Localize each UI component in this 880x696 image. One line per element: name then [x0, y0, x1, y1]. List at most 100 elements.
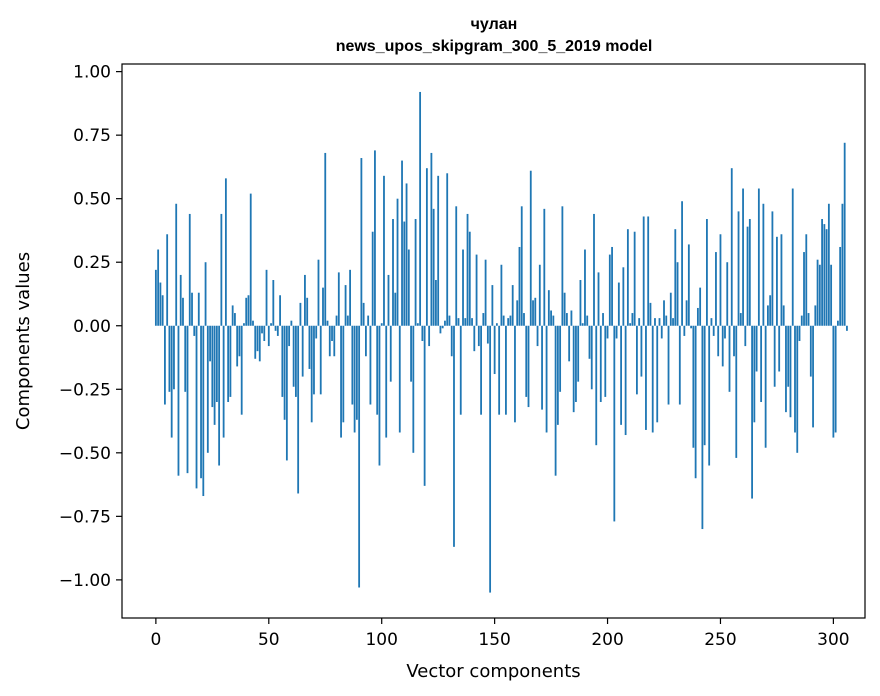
bar [651, 325, 654, 433]
bar [588, 325, 591, 359]
bar [590, 325, 593, 390]
bar [281, 325, 284, 397]
bar [435, 280, 437, 326]
bar [398, 325, 401, 433]
bar [462, 249, 464, 326]
bar [683, 325, 686, 336]
bar [457, 318, 460, 326]
bar [211, 325, 214, 408]
bar [509, 315, 512, 326]
bar [604, 325, 607, 397]
bar [243, 323, 245, 326]
bar [288, 325, 291, 347]
bar [724, 325, 726, 339]
bar [800, 315, 803, 326]
y-axis-label: Components values [13, 252, 34, 430]
bar [218, 325, 221, 466]
bar [236, 325, 239, 367]
bar [272, 280, 275, 326]
bar [532, 300, 534, 326]
bar [712, 325, 715, 336]
bar [168, 325, 171, 392]
bar [622, 267, 625, 326]
bar [825, 229, 828, 326]
bar [374, 150, 376, 326]
bar [414, 219, 417, 326]
bar [267, 325, 270, 347]
bar [410, 325, 412, 382]
bar [304, 274, 306, 326]
bar [642, 216, 645, 326]
bar [326, 320, 329, 326]
bar [827, 203, 830, 326]
bar [685, 300, 688, 326]
bar [231, 305, 234, 326]
bar [159, 282, 162, 326]
bar [412, 325, 415, 453]
bar [195, 325, 198, 489]
bar [166, 234, 169, 326]
bar [455, 206, 458, 326]
bar [448, 315, 451, 326]
bar [812, 325, 814, 428]
bar [742, 188, 744, 326]
y-tick-label: 0.25 [73, 253, 111, 273]
bar [581, 323, 584, 326]
bar [547, 290, 550, 326]
bar [843, 142, 846, 326]
bar [751, 325, 753, 499]
bar [821, 219, 823, 326]
bar [841, 203, 844, 326]
bar [215, 325, 218, 402]
bar [453, 325, 455, 547]
bar [814, 305, 817, 326]
bar [441, 325, 444, 329]
bar [306, 297, 309, 326]
bar [626, 229, 629, 326]
bar [672, 318, 674, 326]
bar [238, 325, 241, 357]
bar [446, 173, 449, 326]
bar [629, 323, 632, 326]
bar [681, 201, 683, 326]
bar [846, 325, 848, 331]
bar [638, 318, 641, 326]
bar [256, 325, 259, 352]
bar [380, 323, 383, 326]
bar [407, 249, 410, 326]
bar [791, 188, 794, 326]
bar [500, 264, 503, 326]
bar [762, 203, 765, 326]
bar [466, 213, 469, 326]
bar [654, 318, 656, 326]
bar [520, 206, 523, 326]
bar [200, 325, 202, 479]
bar [735, 325, 738, 458]
bar [692, 325, 695, 448]
bar [514, 325, 516, 423]
bar [322, 287, 324, 326]
bar [755, 325, 758, 372]
bar [708, 325, 711, 466]
bar [737, 211, 740, 326]
bar [387, 274, 390, 326]
bar [292, 325, 295, 387]
bar [425, 168, 428, 326]
bar [572, 325, 575, 413]
bar [773, 325, 776, 387]
bar [358, 325, 361, 588]
bar [667, 325, 670, 405]
bar [175, 203, 178, 326]
bar [789, 325, 792, 418]
bar [290, 320, 293, 326]
bar [658, 318, 661, 326]
x-tick-label: 50 [258, 630, 280, 650]
bar [342, 325, 345, 423]
plot-frame [121, 63, 866, 619]
bar [471, 318, 473, 326]
bar [331, 325, 333, 341]
bar [432, 208, 435, 326]
bar [538, 264, 541, 326]
bar [593, 213, 595, 326]
bar [678, 325, 681, 405]
